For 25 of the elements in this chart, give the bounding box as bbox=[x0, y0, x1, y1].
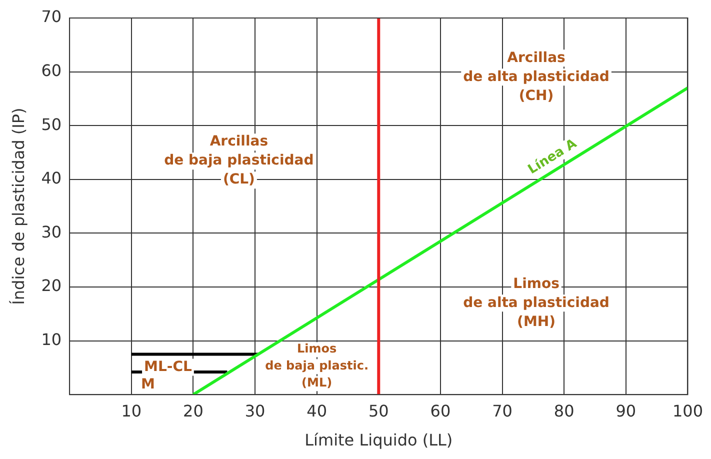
x-tick-label: 80 bbox=[554, 401, 574, 420]
x-axis-title: Límite Liquido (LL) bbox=[304, 430, 453, 450]
annotation: Arcillas de baja plasticidad (CL) bbox=[164, 134, 314, 188]
y-tick-label: 20 bbox=[41, 276, 62, 296]
series-label: M bbox=[140, 376, 155, 393]
y-axis-title: Índice de plasticidad (IP) bbox=[8, 108, 28, 305]
y-tick-label: 30 bbox=[41, 222, 62, 242]
x-tick-label: 20 bbox=[183, 401, 204, 420]
x-tick-label: 90 bbox=[616, 401, 636, 420]
series-label: ML-CL bbox=[144, 358, 192, 375]
y-tick-label: 60 bbox=[41, 60, 62, 80]
annotation: Arcillas de alta plasticidad (CH) bbox=[463, 50, 610, 104]
x-tick-label: 50 bbox=[368, 401, 389, 420]
x-tick-label: 70 bbox=[492, 401, 512, 420]
y-tick-label: 40 bbox=[41, 168, 62, 188]
x-tick-label: 100 bbox=[672, 401, 704, 420]
y-tick-label: 50 bbox=[41, 114, 62, 134]
y-tick-label: 70 bbox=[41, 7, 62, 26]
x-tick-label: 40 bbox=[306, 401, 328, 420]
y-tick-label: 10 bbox=[41, 330, 62, 349]
annotation: Limos de baja plastic. (ML) bbox=[265, 342, 369, 390]
annotation: Limos de alta plasticidad (MH) bbox=[463, 276, 610, 330]
x-tick-label: 30 bbox=[244, 401, 266, 420]
x-tick-label: 10 bbox=[121, 401, 142, 420]
x-tick-label: 60 bbox=[430, 401, 451, 420]
